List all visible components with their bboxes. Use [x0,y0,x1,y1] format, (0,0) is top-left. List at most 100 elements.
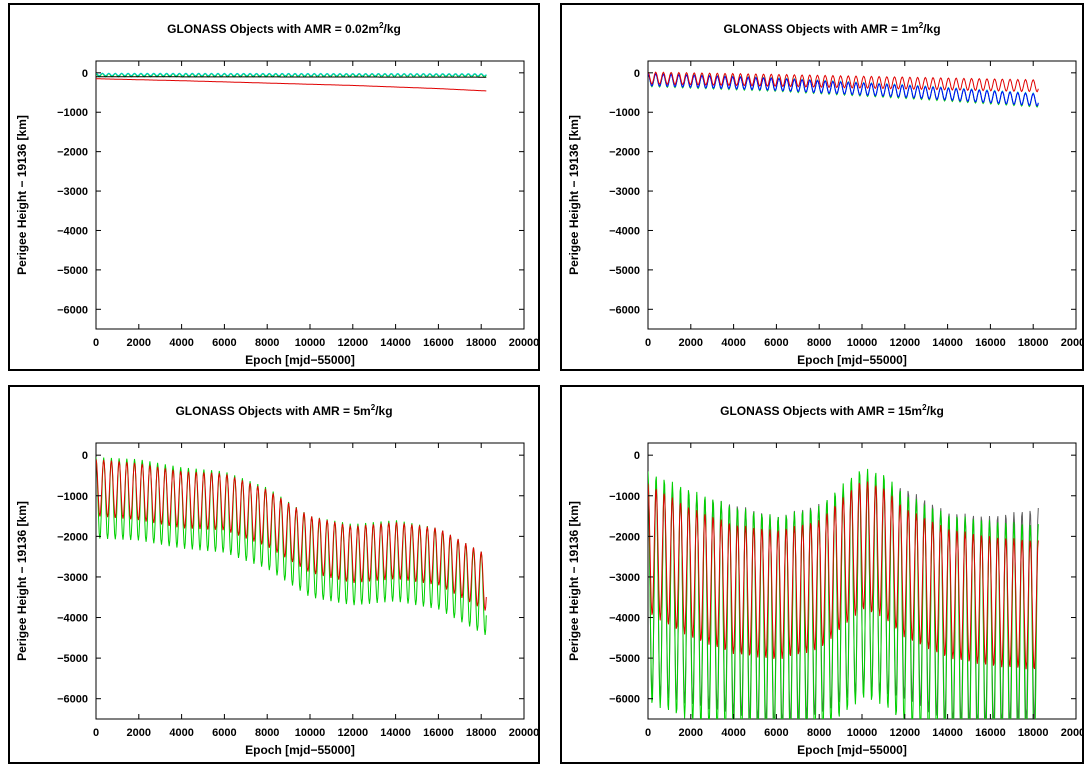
chart-0-ytick-label-1: −1000 [57,107,88,119]
chart-2-xtick-label-4: 8000 [255,727,279,739]
chart-1-xtick-label-10: 20000 [1061,337,1082,349]
chart-1-xtick-label-4: 8000 [807,337,831,349]
chart-1-ytick-label-2: −2000 [609,147,640,159]
chart-3-ylabel: Perigee Height − 19136 [km] [567,501,581,661]
chart-panel-amr-15: GLONASS Objects with AMR = 15m2/kg 0 2000 4… [560,385,1084,764]
chart-1-ytick-label-5: −5000 [609,265,640,277]
chart-2-ytick-label-2: −2000 [57,531,88,543]
chart-3-xtick-label-2: 4000 [721,727,745,739]
chart-1-xtick-label-1: 2000 [679,337,703,349]
chart-2-title: GLONASS Objects with AMR = 5m2/kg [175,403,392,418]
chart-3: GLONASS Objects with AMR = 15m2/kg 0 2000 4… [567,403,1082,757]
chart-2-ylabel: Perigee Height − 19136 [km] [15,501,29,661]
chart-3-xtick-label-7: 14000 [932,727,963,739]
chart-0: GLONASS Objects with AMR = 0.02m2/kg 0 200… [15,21,538,367]
chart-3-ytick-label-3: −3000 [609,572,640,584]
chart-1-ytick-label-0: 0 [634,68,640,80]
chart-1-xtick-label-5: 10000 [847,337,878,349]
chart-2-xlabel: Epoch [mjd−55000] [245,743,355,757]
chart-0-ytick-label-0: 0 [82,68,88,80]
chart-3-xtick-label-4: 8000 [807,727,831,739]
chart-2-series-1 [96,459,487,611]
chart-0-xtick-label-3: 6000 [212,337,236,349]
chart-1-xtick-label-0: 0 [645,337,651,349]
chart-2-ytick-label-0: 0 [82,450,88,462]
chart-1-xtick-label-9: 18000 [1018,337,1049,349]
chart-1-xlabel: Epoch [mjd−55000] [797,353,907,367]
chart-1-ytick-label-1: −1000 [609,107,640,119]
chart-0-xtick-label-4: 8000 [255,337,279,349]
chart-0-xtick-label-7: 14000 [380,337,411,349]
chart-0-xtick-label-2: 4000 [169,337,193,349]
chart-3-xtick-label-0: 0 [645,727,651,739]
chart-1-xtick-label-3: 6000 [764,337,788,349]
chart-3-xtick-label-6: 12000 [890,727,921,739]
chart-2-xtick-label-10: 20000 [509,727,538,739]
chart-3-ytick-label-5: −5000 [609,653,640,665]
chart-3-xtick-label-8: 16000 [975,727,1006,739]
chart-0-xtick-label-6: 12000 [338,337,369,349]
chart-1-ytick-label-3: −3000 [609,186,640,198]
chart-3-xtick-label-9: 18000 [1018,727,1049,739]
chart-1-title: GLONASS Objects with AMR = 1m2/kg [723,21,940,36]
chart-1-xtick-label-7: 14000 [932,337,963,349]
chart-0-ytick-label-4: −4000 [57,225,88,237]
chart-1-ylabel: Perigee Height − 19136 [km] [567,115,581,275]
chart-1-series-3 [648,71,1039,93]
chart-2-xtick-label-9: 18000 [466,727,497,739]
chart-3-ytick-label-1: −1000 [609,491,640,503]
chart-0-plot-frame [95,60,525,330]
chart-0-ytick-label-5: −5000 [57,265,88,277]
chart-2-ytick-label-3: −3000 [57,572,88,584]
chart-2-xtick-label-8: 16000 [423,727,454,739]
chart-3-xlabel: Epoch [mjd−55000] [797,743,907,757]
chart-panel-amr-0-02: GLONASS Objects with AMR = 0.02m2/kg 0 200… [8,3,540,371]
chart-2-xtick-label-1: 2000 [127,727,151,739]
chart-panel-amr-5: GLONASS Objects with AMR = 5m2/kg 0 2000 40… [8,385,540,764]
chart-2-ytick-label-1: −1000 [57,491,88,503]
chart-3-xtick-label-5: 10000 [847,727,878,739]
chart-0-xtick-label-10: 20000 [509,337,538,349]
chart-3-title: GLONASS Objects with AMR = 15m2/kg [720,403,944,418]
chart-1-ytick-label-6: −6000 [609,304,640,316]
chart-3-ytick-label-0: 0 [634,450,640,462]
chart-0-xtick-label-5: 10000 [295,337,326,349]
chart-1-ytick-label-4: −4000 [609,225,640,237]
chart-3-series-2 [648,481,1039,670]
chart-3-series-1 [648,468,1039,719]
chart-0-xtick-label-8: 16000 [423,337,454,349]
chart-2-ytick-label-5: −5000 [57,653,88,665]
chart-2-xtick-label-6: 12000 [338,727,369,739]
chart-1-xtick-label-6: 12000 [890,337,921,349]
chart-0-xtick-label-0: 0 [93,337,99,349]
chart-1-plot-frame [647,60,1077,330]
chart-3-xtick-label-3: 6000 [764,727,788,739]
chart-3-ytick-label-4: −4000 [609,613,640,625]
chart-1-series-2 [648,73,1039,107]
chart-0-xlabel: Epoch [mjd−55000] [245,353,355,367]
chart-0-xtick-label-9: 18000 [466,337,497,349]
chart-0-ytick-label-3: −3000 [57,186,88,198]
chart-1-xtick-label-2: 4000 [721,337,745,349]
chart-0-series-3 [96,78,487,92]
chart-1: GLONASS Objects with AMR = 1m2/kg 0 2000 40… [567,21,1082,367]
chart-3-ytick-label-6: −6000 [609,694,640,706]
chart-3-xtick-label-1: 2000 [679,727,703,739]
chart-2-xtick-label-7: 14000 [380,727,411,739]
chart-2: GLONASS Objects with AMR = 5m2/kg 0 2000 40… [15,403,538,757]
chart-2-xtick-label-0: 0 [93,727,99,739]
chart-2-ytick-label-4: −4000 [57,613,88,625]
chart-2-ytick-label-6: −6000 [57,694,88,706]
chart-2-xtick-label-5: 10000 [295,727,326,739]
chart-3-xtick-label-10: 20000 [1061,727,1082,739]
chart-2-xtick-label-3: 6000 [212,727,236,739]
chart-0-ytick-label-6: −6000 [57,304,88,316]
chart-2-xtick-label-2: 4000 [169,727,193,739]
chart-3-ytick-label-2: −2000 [609,531,640,543]
chart-0-ylabel: Perigee Height − 19136 [km] [15,115,29,275]
chart-panel-amr-1: GLONASS Objects with AMR = 1m2/kg 0 2000 40… [560,3,1084,371]
chart-0-ytick-label-2: −2000 [57,147,88,159]
chart-0-title: GLONASS Objects with AMR = 0.02m2/kg [167,21,401,36]
chart-1-xtick-label-8: 16000 [975,337,1006,349]
chart-0-series-1 [96,72,487,77]
